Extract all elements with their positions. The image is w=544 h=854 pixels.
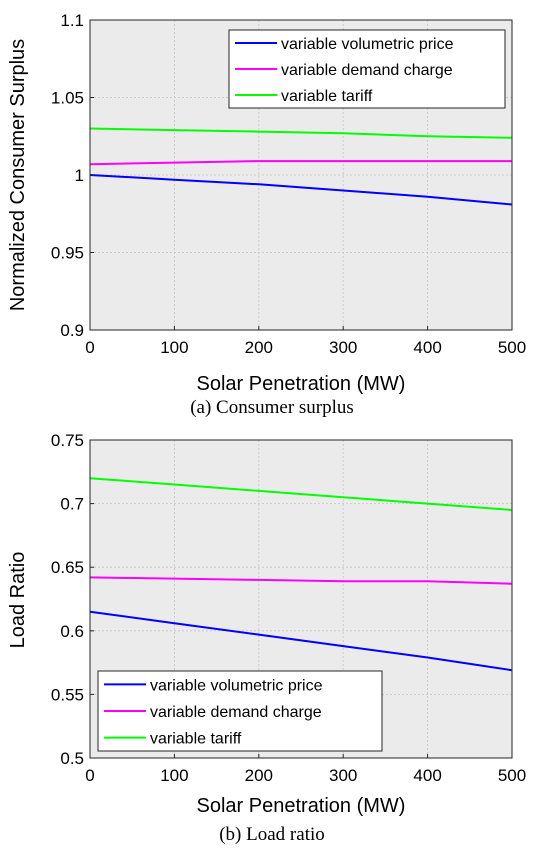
panel-a-x-tick-label: 500 xyxy=(498,338,526,357)
panel-a-series-line-3 xyxy=(89,127,513,139)
panel-b-x-tick-label: 0 xyxy=(85,766,94,785)
panel-a-x-tick-label: 400 xyxy=(413,338,441,357)
panel-a-series xyxy=(89,127,513,206)
panel-a-legend-label: variable tariff xyxy=(281,88,373,105)
panel-b-y-tick-label: 0.6 xyxy=(60,622,84,641)
panel-b-plot-frame xyxy=(89,439,513,759)
panel-a-x-tick-label: 0 xyxy=(85,338,94,357)
panel-b-legend-label: variable tariff xyxy=(150,731,242,748)
panel-b-x-axis-label: Solar Penetration (MW) xyxy=(197,795,406,817)
panel-a-series-line-2 xyxy=(89,160,512,166)
panel-b-legend: variable volumetric price variable demand… xyxy=(97,670,383,752)
panel-a-series-line-1 xyxy=(89,174,513,206)
panel-b-series xyxy=(89,477,513,672)
panel-b-y-tick-label: 0.7 xyxy=(60,495,84,514)
panel-a-y-tick-label: 1.05 xyxy=(51,89,84,108)
panel-b-series-line-1 xyxy=(89,610,513,672)
panel-b-x-tick-label: 500 xyxy=(498,766,526,785)
panel-b-x-tick-label: 300 xyxy=(329,766,357,785)
panel-b-y-axis-label: Load Ratio xyxy=(7,552,29,649)
panel-a-legend-label: variable demand charge xyxy=(281,62,453,79)
panel-b-y-tick-label: 0.75 xyxy=(51,431,84,450)
panel-b-legend-label: variable demand charge xyxy=(150,704,322,721)
panel-a-x-tick-label: 300 xyxy=(329,338,357,357)
panel-a-y-tick-label: 0.9 xyxy=(60,321,84,340)
panel-a-x-tick-label: 200 xyxy=(245,338,273,357)
panel-a-y-axis-label: Normalized Consumer Surplus xyxy=(7,39,29,311)
panel-a-legend: variable volumetric price variable demand… xyxy=(228,29,506,109)
panel-b-y-tick-label: 0.5 xyxy=(60,749,84,768)
panel-b-load-ratio: 0 100 200 300 400 500 0.5 0.55 0.6 0.65 0.7 0.75 So… xyxy=(7,431,526,845)
panel-a-caption: (a) Consumer surplus xyxy=(190,397,354,418)
panel-b-x-tick-label: 200 xyxy=(245,766,273,785)
panel-b-ticks: 0 100 200 300 400 500 0.5 0.55 0.6 0.65 0.7 0.75 xyxy=(51,431,526,785)
panel-b-x-tick-label: 400 xyxy=(413,766,441,785)
panel-b-y-tick-label: 0.55 xyxy=(51,685,84,704)
panel-b-y-tick-label: 0.65 xyxy=(51,558,84,577)
panel-a-x-tick-label: 100 xyxy=(160,338,188,357)
panel-a-ticks: 0 100 200 300 400 500 0.9 0.95 1 1.05 1.1 xyxy=(51,11,526,357)
panel-a-consumer-surplus: 0 100 200 300 400 500 0.9 0.95 1 1.05 1.1 Solar Pe… xyxy=(7,11,526,418)
panel-a-y-tick-label: 1.1 xyxy=(60,11,84,30)
panel-a-legend-label: variable volumetric price xyxy=(281,36,454,53)
panel-a-x-axis-label: Solar Penetration (MW) xyxy=(197,373,406,395)
panel-b-series-line-2 xyxy=(89,576,513,585)
panel-b-legend-label: variable volumetric price xyxy=(150,677,323,694)
panel-b-x-tick-label: 100 xyxy=(160,766,188,785)
panel-a-y-tick-label: 1 xyxy=(75,166,84,185)
panel-b-caption: (b) Load ratio xyxy=(219,824,325,845)
panel-a-y-tick-label: 0.95 xyxy=(51,244,84,263)
panel-b-series-line-3 xyxy=(89,477,513,511)
